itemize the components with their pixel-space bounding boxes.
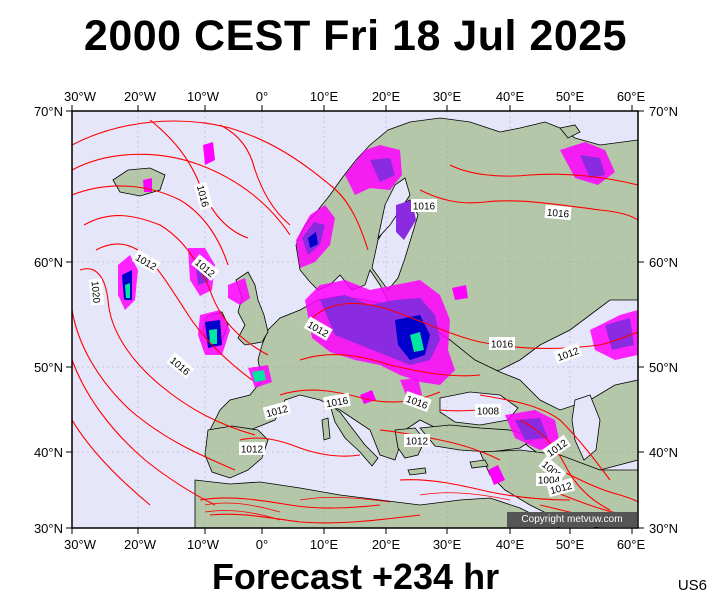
svg-text:1012: 1012 xyxy=(406,437,429,448)
svg-text:1016: 1016 xyxy=(325,396,349,411)
tick-marks xyxy=(66,105,644,534)
isobar-labels: 1016 1016 1016 1012 1012 1020 1016 1012 xyxy=(89,181,583,498)
lon-labels-top: 30°W 20°W 10°W 0° 10°E 20°E 30°E 40°E 50… xyxy=(64,89,645,104)
lat-label: 70°N xyxy=(649,104,678,119)
lat-label: 60°N xyxy=(649,255,678,270)
isobars xyxy=(72,119,638,526)
lat-label: 70°N xyxy=(34,104,63,119)
lon-label: 50°E xyxy=(556,537,585,552)
lon-label: 20°E xyxy=(372,89,401,104)
lat-label: 50°N xyxy=(649,360,678,375)
isobar-label: 1016 xyxy=(489,337,515,351)
lon-label: 40°E xyxy=(496,89,525,104)
svg-text:1016: 1016 xyxy=(546,208,570,221)
map-title: 2000 CEST Fri 18 Jul 2025 xyxy=(83,12,628,60)
svg-text:1012: 1012 xyxy=(241,445,264,456)
isobar-label: 1012 xyxy=(239,442,265,456)
lon-label: 30°W xyxy=(64,537,97,552)
lat-label: 40°N xyxy=(34,445,63,460)
lon-label: 60°E xyxy=(617,537,646,552)
isobar-label: 1012 xyxy=(404,434,430,448)
isobar-label: 1020 xyxy=(89,278,105,306)
lat-label: 50°N xyxy=(34,360,63,375)
lat-labels-left: 70°N 60°N 50°N 40°N 30°N xyxy=(34,104,63,536)
svg-text:1016: 1016 xyxy=(413,202,436,213)
isobar-label: 1016 xyxy=(322,392,351,411)
lat-label: 60°N xyxy=(34,255,63,270)
lon-labels-bottom: 30°W 20°W 10°W 0° 10°E 20°E 30°E 40°E 50… xyxy=(64,537,645,552)
lon-label: 20°W xyxy=(124,89,157,104)
lon-label: 60°E xyxy=(617,89,646,104)
lon-label: 20°E xyxy=(372,537,401,552)
isobars-dense xyxy=(204,492,511,521)
isobar-label: 1016 xyxy=(411,199,437,213)
svg-text:1008: 1008 xyxy=(477,407,500,418)
svg-text:1020: 1020 xyxy=(89,281,102,305)
lon-label: 10°E xyxy=(310,89,339,104)
lon-label: 10°W xyxy=(187,89,220,104)
map-frame xyxy=(71,110,639,529)
lon-label: 50°E xyxy=(556,89,585,104)
lon-label: 40°E xyxy=(496,537,525,552)
isobar-label: 1016 xyxy=(544,204,572,221)
lat-label: 30°N xyxy=(649,521,678,536)
lon-label: 10°E xyxy=(310,537,339,552)
lon-label: 30°E xyxy=(433,537,462,552)
graticule xyxy=(72,111,638,528)
precipitation xyxy=(118,142,638,485)
lon-label: 20°W xyxy=(124,537,157,552)
copyright-label: Copyright metvuw.com xyxy=(507,512,637,527)
forecast-label: Forecast +234 hr xyxy=(211,556,500,597)
isobar-label: 1008 xyxy=(475,404,501,418)
lat-label: 30°N xyxy=(34,521,63,536)
lat-label: 40°N xyxy=(649,445,678,460)
lat-labels-right: 70°N 60°N 50°N 40°N 30°N xyxy=(649,104,678,536)
lon-label: 0° xyxy=(256,537,268,552)
lon-label: 30°W xyxy=(64,89,97,104)
svg-text:1004: 1004 xyxy=(538,476,561,487)
svg-text:1016: 1016 xyxy=(491,340,514,351)
lon-label: 10°W xyxy=(187,537,220,552)
lon-label: 30°E xyxy=(433,89,462,104)
model-code: US6 xyxy=(677,577,707,594)
lon-label: 0° xyxy=(256,89,268,104)
